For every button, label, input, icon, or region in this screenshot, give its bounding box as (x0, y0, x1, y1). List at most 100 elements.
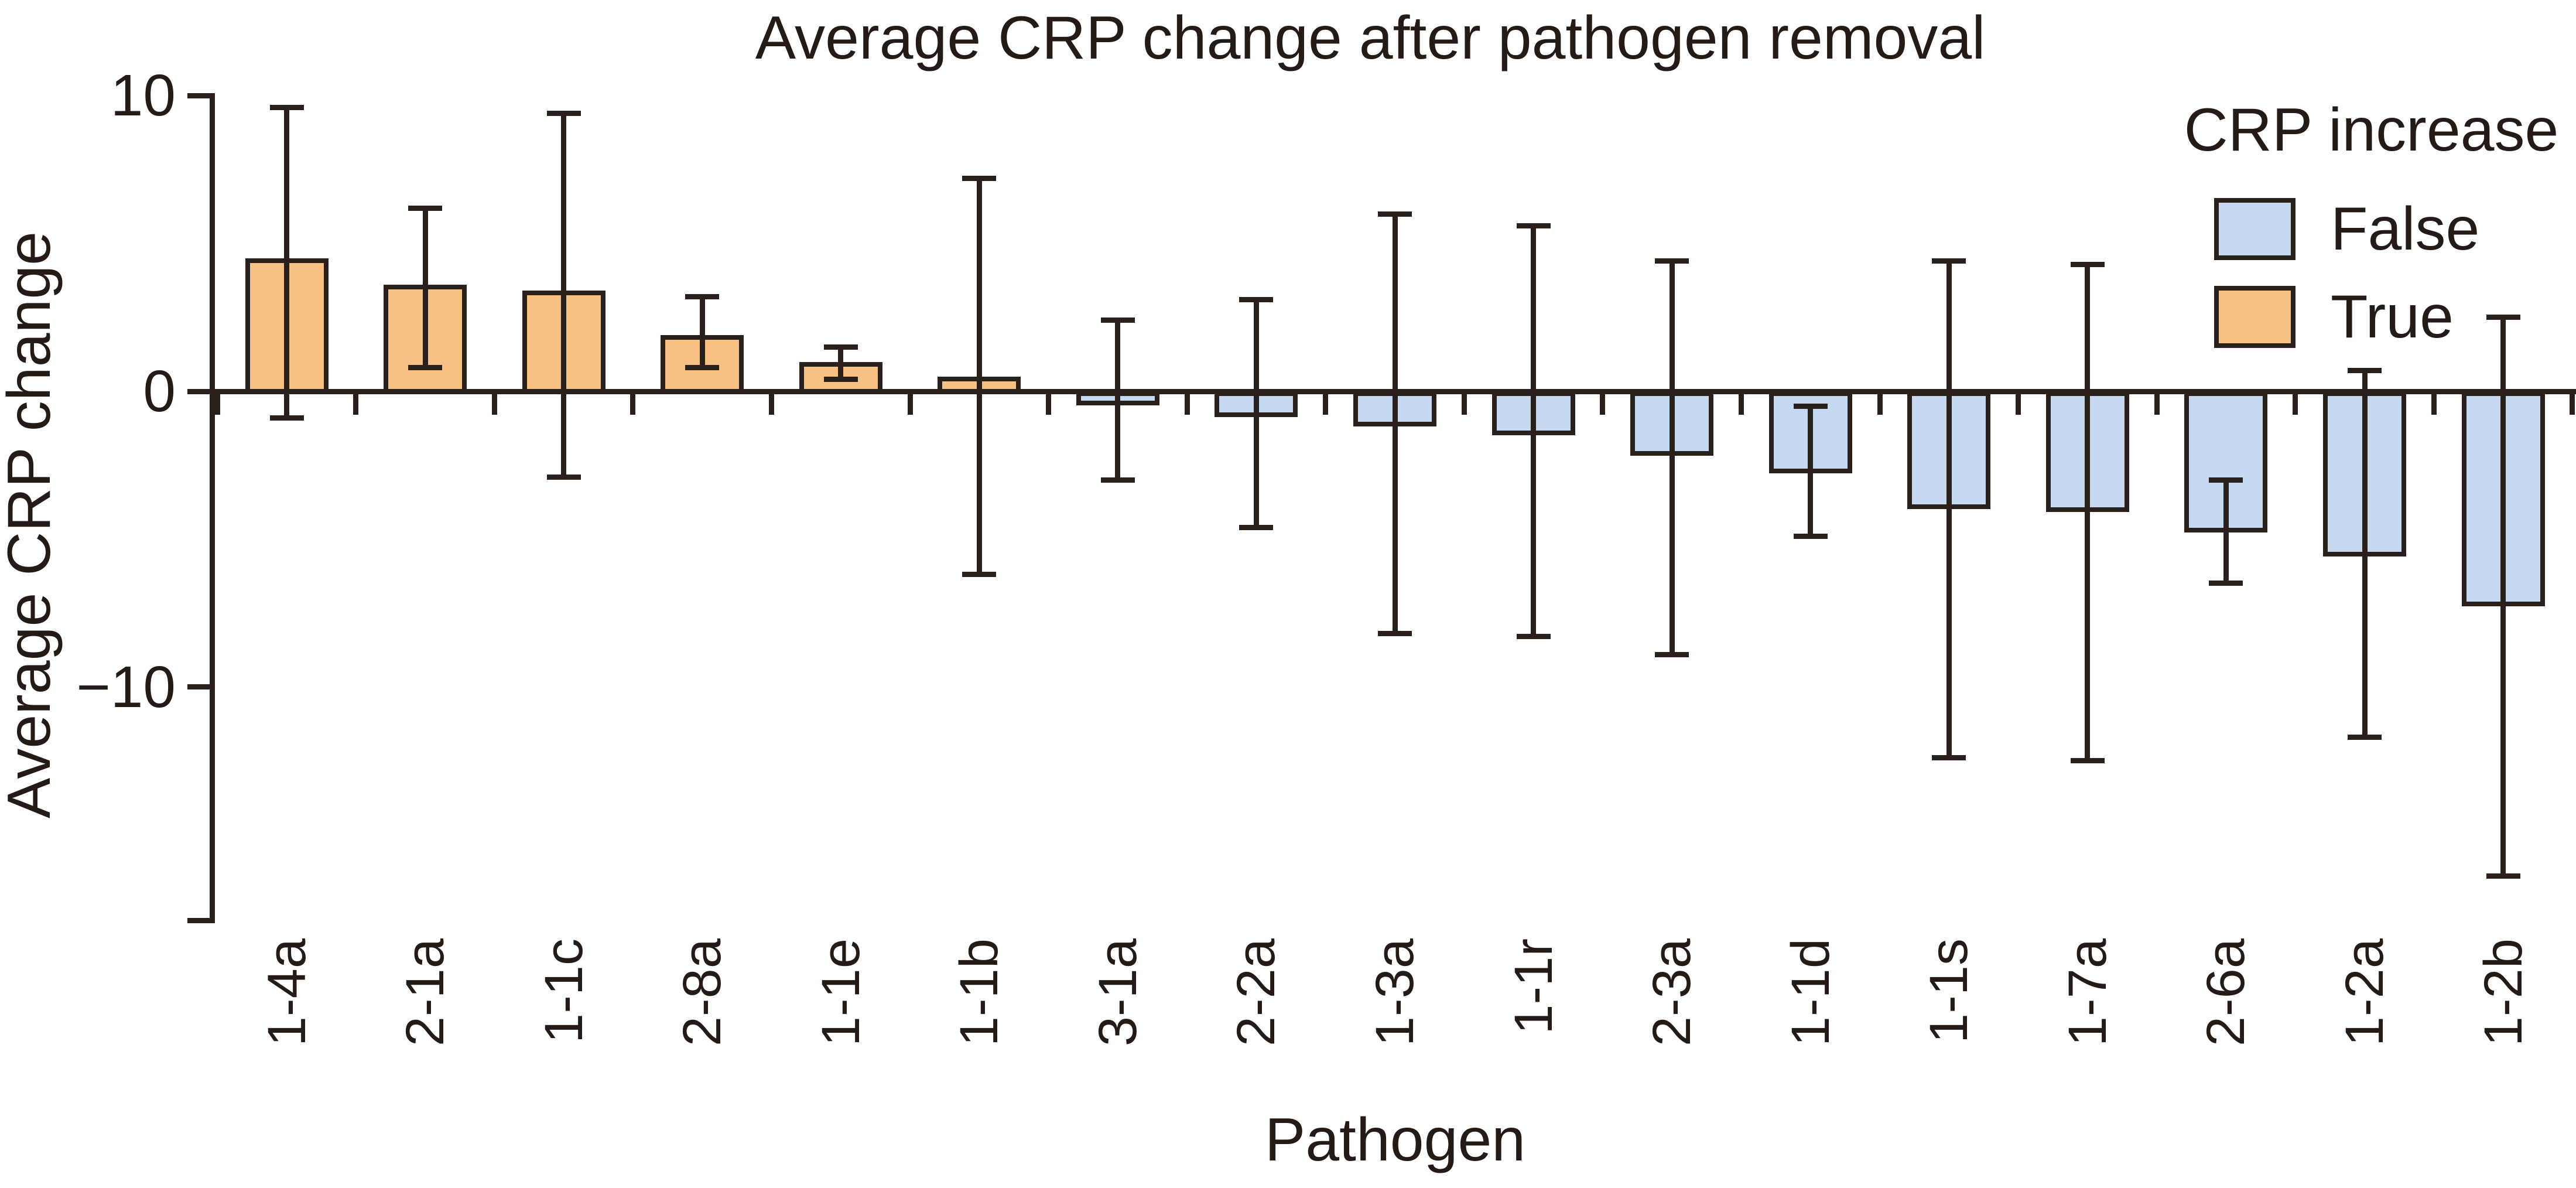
error-bar-1-1c (561, 113, 567, 477)
y-tick-label-10: 10 (110, 63, 176, 129)
error-bar-1-4a (284, 107, 289, 418)
y-axis-tick-0 (187, 388, 210, 394)
error-cap-bottom-1-1c (546, 474, 581, 480)
x-tick-label-1-1c: 1-1c (533, 938, 594, 1043)
error-cap-bottom-1-2a (2348, 734, 2382, 740)
x-tick-label-2-1a: 2-1a (395, 938, 456, 1047)
x-tick-label-1-7a: 1-7a (2057, 938, 2117, 1047)
error-cap-top-1-7a (2070, 261, 2105, 267)
error-cap-top-2-6a (2209, 477, 2243, 483)
error-cap-top-2-1a (408, 205, 443, 211)
x-tick-label-1-2b: 1-2b (2473, 938, 2533, 1047)
error-cap-bottom-1-1e (823, 377, 858, 383)
error-cap-top-1-1c (546, 111, 581, 117)
chart-title: Average CRP change after pathogen remova… (755, 4, 1986, 72)
y-axis-end-cap (187, 917, 210, 923)
error-bar-1-1e (838, 347, 844, 380)
error-bar-1-2b (2500, 317, 2506, 876)
x-tick-label-3-1a: 3-1a (1087, 938, 1148, 1047)
x-axis-tick (1046, 391, 1052, 415)
x-tick-label-1-4a: 1-4a (256, 938, 317, 1047)
y-axis-tick-−10 (187, 684, 210, 690)
x-tick-label-2-8a: 2-8a (672, 938, 733, 1047)
error-cap-top-1-1e (823, 344, 858, 350)
error-bar-1-7a (2085, 264, 2091, 761)
error-cap-bottom-2-6a (2209, 581, 2243, 586)
error-cap-top-2-2a (1239, 297, 1274, 303)
x-axis-tick (353, 391, 359, 415)
x-axis-tick (1461, 391, 1467, 415)
legend-swatch-true (2214, 286, 2296, 348)
error-cap-top-1-1r (1516, 223, 1551, 228)
error-bar-1-1b (976, 178, 982, 575)
y-tick-label-−10: −10 (76, 654, 176, 720)
error-cap-top-1-2b (2486, 315, 2520, 320)
error-cap-bottom-1-3a (1378, 631, 1412, 637)
x-axis-tick (2431, 391, 2437, 415)
error-cap-top-1-4a (269, 105, 304, 111)
y-tick-label-0: 0 (143, 359, 176, 424)
x-tick-label-1-1b: 1-1b (949, 938, 1010, 1047)
error-cap-top-1-1d (1793, 403, 1828, 409)
x-axis-tick (214, 391, 220, 415)
error-cap-bottom-2-1a (408, 365, 443, 371)
error-cap-bottom-1-1s (1932, 755, 1966, 761)
error-cap-bottom-1-1b (962, 572, 997, 578)
error-bar-1-2a (2362, 370, 2368, 738)
x-axis-tick (2154, 391, 2160, 415)
x-axis-tick (630, 391, 636, 415)
x-axis-tick (491, 391, 497, 415)
y-axis-tick-10 (187, 93, 210, 98)
x-tick-label-1-2a: 1-2a (2335, 938, 2395, 1047)
x-tick-label-1-1e: 1-1e (810, 938, 871, 1047)
error-bar-2-8a (699, 296, 705, 368)
error-cap-bottom-2-8a (685, 365, 720, 371)
x-axis-tick (768, 391, 774, 415)
legend-item-false: False (2214, 197, 2479, 261)
error-cap-top-1-3a (1378, 211, 1412, 217)
error-bar-1-1r (1531, 226, 1537, 637)
error-cap-bottom-2-2a (1239, 524, 1274, 530)
x-axis-tick (907, 391, 913, 415)
x-tick-label-1-1s: 1-1s (1919, 938, 1979, 1043)
x-axis-tick (1184, 391, 1190, 415)
x-axis-label: Pathogen (1264, 1106, 1526, 1174)
error-cap-top-1-1s (1932, 258, 1966, 264)
x-axis-tick (2570, 391, 2575, 415)
x-tick-label-2-3a: 2-3a (1642, 938, 1702, 1047)
x-tick-label-1-1r: 1-1r (1503, 938, 1564, 1035)
x-axis-tick (2016, 391, 2021, 415)
error-cap-top-3-1a (1100, 318, 1135, 323)
x-tick-label-2-6a: 2-6a (2196, 938, 2256, 1047)
error-cap-bottom-1-1d (1793, 533, 1828, 539)
error-bar-2-6a (2223, 480, 2229, 583)
x-tick-label-1-1d: 1-1d (1780, 938, 1841, 1047)
error-cap-bottom-2-3a (1655, 651, 1689, 657)
legend-title: CRP increase (2184, 96, 2559, 164)
error-cap-bottom-1-2b (2486, 873, 2520, 879)
error-bar-2-1a (422, 208, 428, 368)
x-axis-tick (1877, 391, 1883, 415)
legend-swatch-false (2214, 198, 2296, 260)
legend-label-true: True (2331, 283, 2454, 351)
error-bar-3-1a (1115, 320, 1121, 480)
legend-label-false: False (2331, 195, 2480, 263)
error-cap-top-1-2a (2348, 368, 2382, 374)
x-axis-tick (2293, 391, 2298, 415)
legend: CRP increase False True (2167, 88, 2576, 369)
error-bar-1-1s (1946, 261, 1952, 758)
x-axis-tick (1600, 391, 1606, 415)
error-bar-2-2a (1253, 299, 1259, 528)
y-axis-spine (210, 93, 215, 923)
x-axis-tick (1738, 391, 1744, 415)
error-bar-1-3a (1392, 214, 1398, 634)
error-bar-1-1d (1808, 406, 1814, 537)
x-axis-tick (1323, 391, 1329, 415)
error-cap-bottom-3-1a (1100, 477, 1135, 483)
error-bar-2-3a (1669, 261, 1675, 655)
error-cap-top-2-3a (1655, 258, 1689, 264)
error-cap-top-2-8a (685, 294, 720, 300)
x-tick-label-1-3a: 1-3a (1365, 938, 1425, 1047)
